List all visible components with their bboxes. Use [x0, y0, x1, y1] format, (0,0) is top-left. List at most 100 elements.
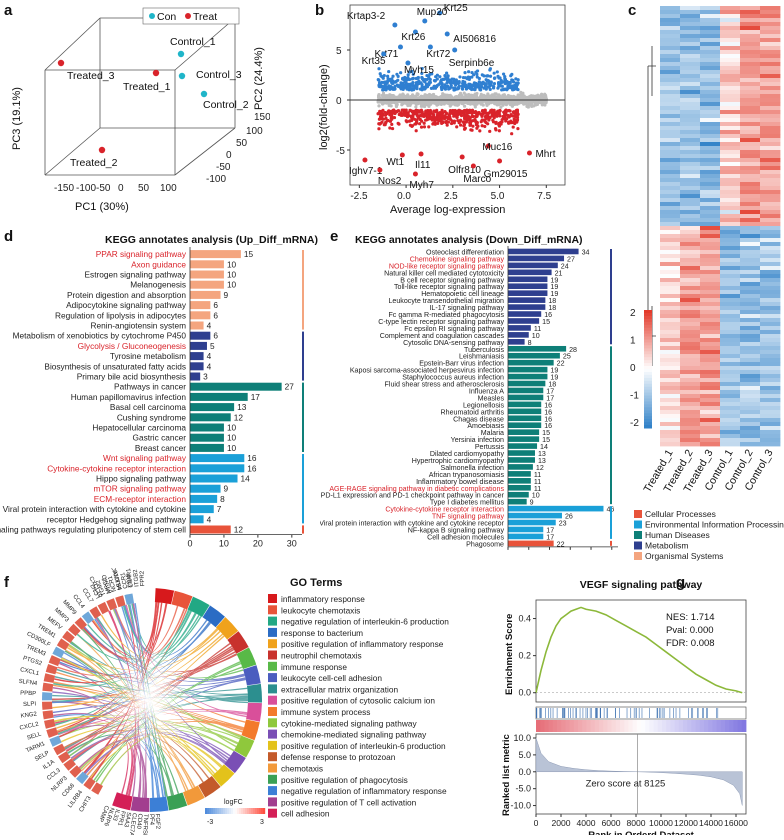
heatmap-cell [760, 266, 781, 271]
gene-logfc-cell [45, 664, 58, 675]
heatmap-cell [700, 250, 721, 255]
heatmap-cell [660, 358, 681, 363]
chord-ribbon [52, 693, 248, 698]
heatmap-cell [760, 326, 781, 331]
heatmap-cell [680, 214, 701, 219]
ns-point [509, 94, 513, 98]
ns-point [505, 95, 509, 99]
rank-gradient-bar [536, 720, 747, 732]
kegg-bar [508, 352, 560, 359]
kegg-bar [190, 260, 224, 269]
kegg-class-swatch [634, 531, 642, 539]
heatmap-cell [760, 130, 781, 135]
kegg-bar-value: 4 [207, 351, 212, 361]
up-point [387, 69, 391, 74]
rank-gradient-step [615, 720, 621, 732]
heatmap-cell [700, 174, 721, 179]
heatmap-cell [700, 366, 721, 371]
ns-point [456, 101, 460, 105]
down-point [414, 129, 418, 133]
heatmap-cell [700, 310, 721, 315]
logfc-legend-step [207, 808, 210, 814]
up-point [486, 78, 490, 83]
kegg-pathway-label: NOD-like receptor signaling pathway [389, 262, 505, 270]
gene-label: Krtap3-2 [347, 11, 386, 22]
colorbar-tick-label: 0 [630, 363, 636, 374]
ns-point [428, 93, 433, 98]
gene-logfc-cell [81, 611, 94, 625]
down-point [412, 112, 416, 116]
heatmap-cell [700, 358, 721, 363]
heatmap-cell [700, 50, 721, 55]
heatmap-cell [700, 162, 721, 167]
down-point [501, 114, 505, 119]
up-point [405, 87, 409, 91]
down-point [478, 129, 482, 133]
panel-label-e: e [330, 228, 339, 245]
heatmap-cell [680, 66, 701, 71]
kegg-class-swatch [634, 510, 642, 518]
heatmap-cell [760, 6, 781, 11]
heatmap-cell [680, 174, 701, 179]
heatmap-cell [700, 138, 721, 143]
go-term-arc [112, 792, 133, 811]
gene-label: Marco [463, 174, 491, 185]
heatmap-cell [740, 166, 761, 171]
ns-point [414, 105, 418, 109]
kegg-bar [508, 533, 544, 540]
heatmap-cell [700, 178, 721, 183]
heatmap-cell [660, 162, 681, 167]
kegg-bar [190, 443, 224, 452]
heatmap-cell [760, 126, 781, 131]
ns-point [462, 91, 466, 95]
heatmap-cell [700, 346, 721, 351]
chord-ribbon [52, 678, 246, 714]
chord-ribbon [54, 676, 248, 693]
kegg-bar-value: 16 [544, 311, 552, 319]
heatmap-cell [720, 278, 741, 283]
heatmap-cell [760, 146, 781, 151]
down-point [455, 115, 459, 119]
down-point [388, 126, 392, 130]
gene-label: CXCL2 [19, 721, 40, 731]
heatmap-cell [660, 262, 681, 267]
heatmap-cell [660, 186, 681, 191]
down-point [440, 120, 444, 124]
kegg-bar-value: 10 [227, 433, 237, 443]
heatmap-cell [740, 370, 761, 375]
heatmap-cell [700, 330, 721, 335]
go-term-arc [171, 590, 193, 610]
up-point [392, 86, 396, 91]
up-point [388, 87, 392, 91]
ns-point [522, 95, 526, 99]
heatmap-cell [660, 266, 681, 271]
heatmap-cell [760, 114, 781, 119]
go-term-arc [212, 764, 235, 787]
up-point [396, 74, 400, 78]
heatmap-cell [680, 186, 701, 191]
ns-point [377, 104, 381, 108]
heatmap-cell [700, 190, 721, 195]
heatmap-cell [720, 18, 741, 23]
kegg-bar-value: 17 [546, 387, 554, 395]
down-point [459, 114, 464, 118]
go-term-label: positive regulation of interleukin-6 pro… [281, 741, 446, 751]
up-point [463, 71, 467, 75]
up-point [510, 72, 514, 76]
gene-label: PTGS2 [22, 656, 43, 668]
go-term-label: neutrophil chemotaxis [281, 651, 362, 661]
kegg-bar-value: 14 [540, 443, 548, 451]
colorbar-step [644, 422, 652, 426]
pca-point-label: Treated_1 [123, 81, 171, 93]
go-term-arc [198, 776, 221, 798]
kegg-bar [508, 408, 542, 415]
heatmap-cell [760, 370, 781, 375]
gene-logfc-cell [52, 646, 65, 659]
kegg-pathway-label: Inflammatory bowel disease [416, 478, 504, 486]
heatmap-cell [720, 210, 741, 215]
heatmap-cell [660, 22, 681, 27]
heatmap-cell [660, 406, 681, 411]
ns-point [513, 96, 517, 100]
up-point [502, 88, 506, 92]
heatmap-cell [660, 182, 681, 187]
